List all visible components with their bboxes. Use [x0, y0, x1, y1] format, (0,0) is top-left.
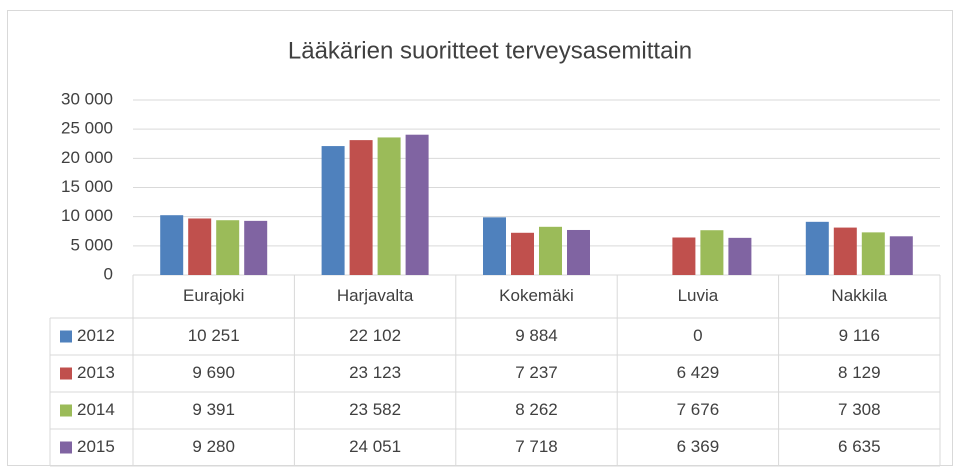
- bar: [889, 236, 913, 275]
- data-label: 6 635: [838, 437, 881, 456]
- bar: [861, 232, 885, 275]
- bar: [188, 218, 212, 275]
- data-label: 8 129: [838, 363, 881, 382]
- data-label: 7 237: [515, 363, 558, 382]
- data-label: 9 391: [192, 400, 235, 419]
- data-label: 7 676: [677, 400, 720, 419]
- legend-label: 2014: [77, 400, 115, 419]
- y-tick-label: 5 000: [70, 235, 113, 254]
- bar: [483, 217, 506, 275]
- data-label: 24 051: [349, 437, 401, 456]
- x-tick-label: Harjavalta: [337, 286, 414, 305]
- bar: [805, 221, 829, 275]
- bar: [377, 137, 401, 275]
- bar: [728, 237, 752, 275]
- data-label: 23 123: [349, 363, 401, 382]
- x-tick-label: Kokemäki: [499, 286, 574, 305]
- data-label: 22 102: [349, 326, 401, 345]
- y-tick-label: 0: [104, 264, 113, 283]
- legend-key: [60, 441, 72, 454]
- bar: [567, 229, 590, 275]
- legend-key: [60, 330, 72, 343]
- bar: [700, 230, 724, 275]
- bar: [244, 220, 268, 275]
- data-label: 23 582: [349, 400, 401, 419]
- bar: [511, 232, 534, 275]
- y-tick-label: 10 000: [61, 206, 113, 225]
- legend-label: 2015: [77, 437, 115, 456]
- x-tick-label: Luvia: [678, 286, 719, 305]
- bar: [833, 227, 857, 275]
- y-tick-label: 15 000: [61, 177, 113, 196]
- bar: [216, 220, 240, 275]
- y-tick-label: 25 000: [61, 119, 113, 138]
- bar: [405, 134, 429, 275]
- x-tick-label: Nakkila: [831, 286, 887, 305]
- data-label: 8 262: [515, 400, 558, 419]
- bar: [539, 226, 562, 275]
- data-label: 10 251: [188, 326, 240, 345]
- data-label: 7 308: [838, 400, 881, 419]
- data-label: 6 429: [677, 363, 720, 382]
- legend-key: [60, 367, 72, 380]
- data-label: 7 718: [515, 437, 558, 456]
- legend-label: 2012: [77, 326, 115, 345]
- legend-key: [60, 404, 72, 417]
- data-label: 9 116: [839, 326, 880, 345]
- bar: [349, 140, 373, 275]
- legend-label: 2013: [77, 363, 115, 382]
- data-label: 9 884: [515, 326, 558, 345]
- y-tick-label: 20 000: [61, 148, 113, 167]
- data-label: 0: [693, 326, 702, 345]
- x-tick-label: Eurajoki: [183, 286, 244, 305]
- data-label: 9 280: [192, 437, 235, 456]
- data-label: 9 690: [192, 363, 235, 382]
- data-label: 6 369: [677, 437, 720, 456]
- y-tick-label: 30 000: [61, 89, 113, 108]
- chart-title: Lääkärien suoritteet terveysasemittain: [288, 37, 692, 64]
- bar: [672, 237, 696, 275]
- bar: [321, 146, 345, 275]
- bar: [160, 215, 184, 275]
